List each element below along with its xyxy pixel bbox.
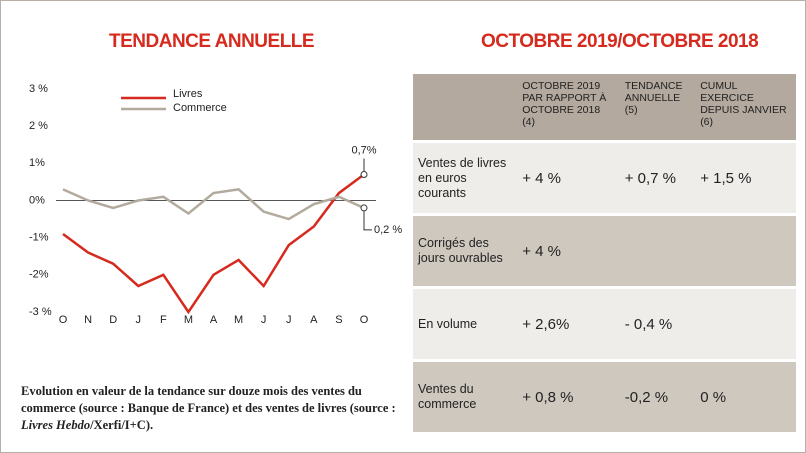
value-cell: + 0,8 % xyxy=(517,362,620,432)
x-tick-label: O xyxy=(360,314,369,326)
value-cell: + 4 % xyxy=(517,143,620,213)
table-title: OCTOBRE 2019/OCTOBRE 2018 xyxy=(481,31,759,52)
table: OCTOBRE 2019 PAR RAPPORT À OCTOBRE 2018 … xyxy=(413,71,796,435)
y-tick-label: 2 % xyxy=(29,120,48,132)
annotation-leader xyxy=(363,210,372,231)
table-row: Corrigés des jours ouvrables + 4 % xyxy=(413,216,796,286)
value-cell: -0,2 % xyxy=(619,362,696,432)
annotation-point xyxy=(360,204,368,212)
table-row: Ventes de livres en euros courants + 4 % +… xyxy=(413,143,796,213)
value-cell: + 1,5 % xyxy=(695,143,796,213)
annotation: 0,2 % xyxy=(374,224,402,236)
caption: Evolution en valeur de la tendance sur d… xyxy=(21,383,396,434)
header-cell: CUMUL EXERCICE DEPUIS JANVIER (6) xyxy=(695,74,796,140)
y-tick-label: 0% xyxy=(29,194,45,206)
row-label: Ventes du commerce xyxy=(413,362,518,432)
x-tick-label: J xyxy=(261,314,267,326)
x-tick-label: A xyxy=(210,314,218,326)
header-row: OCTOBRE 2019 PAR RAPPORT À OCTOBRE 2018 … xyxy=(413,74,796,140)
value-cell: + 4 % xyxy=(517,216,620,286)
value-cell: + 0,7 % xyxy=(619,143,696,213)
series-line xyxy=(62,188,365,221)
x-tick-label: F xyxy=(160,314,167,326)
x-tick-label: S xyxy=(335,314,342,326)
y-tick-label: -1% xyxy=(29,232,49,244)
table-row: En volume + 2,6% - 0,4 % xyxy=(413,289,796,359)
series-line xyxy=(62,173,365,315)
y-tick-label: 1% xyxy=(29,157,45,169)
legend-label: Livres xyxy=(173,88,203,100)
empty-cell xyxy=(695,216,796,286)
x-tick-label: D xyxy=(109,314,117,326)
value-cell: + 2,6% xyxy=(517,289,620,359)
header-cell: OCTOBRE 2019 PAR RAPPORT À OCTOBRE 2018 … xyxy=(517,74,620,140)
row-label: Ventes de livres en euros courants xyxy=(413,143,518,213)
caption-italic: Livres Hebdo xyxy=(21,418,91,432)
x-tick-label: J xyxy=(286,314,292,326)
x-tick-label: A xyxy=(310,314,318,326)
chart: 3 % 2 % 1% 0% -1% -2% -3 % O N D J F M A M J J A S O Livres C… xyxy=(29,83,402,326)
caption-text: Evolution en valeur de la tendance sur d… xyxy=(21,384,396,415)
annotation-point xyxy=(360,170,368,178)
header-cell: TENDANCE ANNUELLE (5) xyxy=(619,74,696,140)
table-row: Ventes du commerce + 0,8 % -0,2 % 0 % xyxy=(413,362,796,432)
value-cell: 0 % xyxy=(695,362,796,432)
y-tick-label: -2% xyxy=(29,269,49,281)
x-tick-label: J xyxy=(136,314,142,326)
x-tick-label: M xyxy=(234,314,243,326)
empty-cell xyxy=(695,289,796,359)
y-tick-label: 3 % xyxy=(29,83,48,95)
legend-label: Commerce xyxy=(173,102,227,114)
chart-title: TENDANCE ANNUELLE xyxy=(109,31,315,52)
x-tick-label: N xyxy=(84,314,92,326)
row-label: Corrigés des jours ouvrables xyxy=(413,216,518,286)
empty-cell xyxy=(619,216,696,286)
value-cell: - 0,4 % xyxy=(619,289,696,359)
header-cell xyxy=(413,74,518,140)
row-label: En volume xyxy=(413,289,518,359)
x-tick-label: O xyxy=(59,314,68,326)
y-tick-label: -3 % xyxy=(29,306,52,318)
caption-text: /Xerfi/I+C). xyxy=(90,418,154,432)
x-tick-label: M xyxy=(184,314,193,326)
annotation: 0,7% xyxy=(351,144,376,156)
